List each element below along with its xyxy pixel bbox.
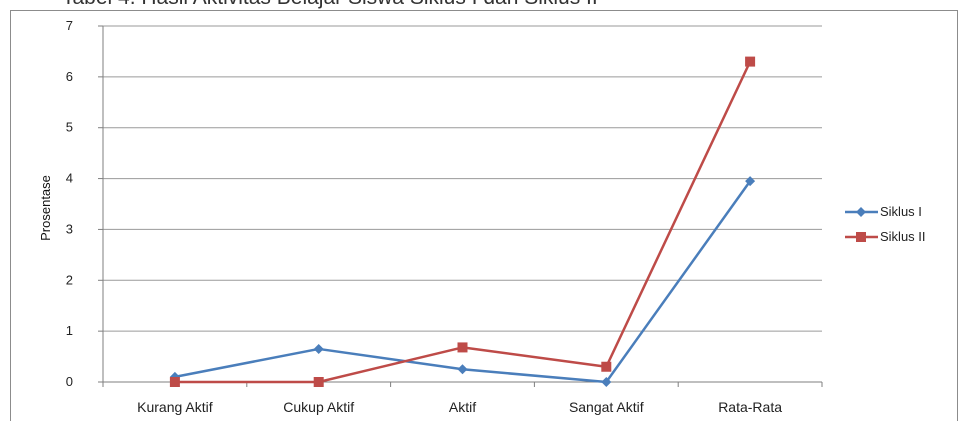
x-category-label: Cukup Aktif [283,399,354,415]
y-tick-label: 0 [66,374,73,389]
y-axis-ticks: 0 1 2 3 4 5 6 7 [66,18,103,389]
data-point [169,377,180,387]
series-siklus-ii [169,56,756,387]
y-tick-label: 6 [66,69,73,84]
y-tick-label: 7 [66,18,73,33]
legend-label: Siklus I [880,204,922,219]
series-line [174,61,752,384]
x-category-label: Aktif [449,399,476,415]
legend-label: Siklus II [880,229,926,244]
cut-off-title: Tabel 4. Hasil Aktivitas Belajar Siswa S… [62,0,598,10]
data-point [601,377,612,387]
legend-marker [856,207,866,217]
y-tick-label: 2 [66,272,73,287]
data-point [457,364,468,375]
data-point [745,176,756,187]
y-tick-label: 5 [66,120,73,135]
x-category-label: Sangat Aktif [569,399,644,415]
legend-marker [856,232,866,242]
x-category-label: Kurang Aktif [137,399,213,415]
gridlines [102,25,822,383]
y-tick-label: 4 [66,171,73,186]
data-point [313,377,324,387]
data-point [457,342,468,353]
x-category-label: Rata-Rata [718,399,782,415]
series-group [169,56,756,387]
legend-item: Siklus I [845,204,922,219]
data-point [313,343,324,354]
legend-item: Siklus II [845,229,926,244]
chart-frame [10,10,958,421]
series-siklus-i [169,176,756,387]
data-point [745,56,756,67]
y-axis-label: Prosentase [38,175,53,241]
x-axis-categories: Kurang Aktif Cukup Aktif Aktif Sangat Aktif… [102,382,823,415]
legend: Siklus I Siklus II [845,204,926,244]
y-tick-label: 1 [66,323,73,338]
y-tick-label: 3 [66,221,73,236]
data-point [601,361,612,372]
